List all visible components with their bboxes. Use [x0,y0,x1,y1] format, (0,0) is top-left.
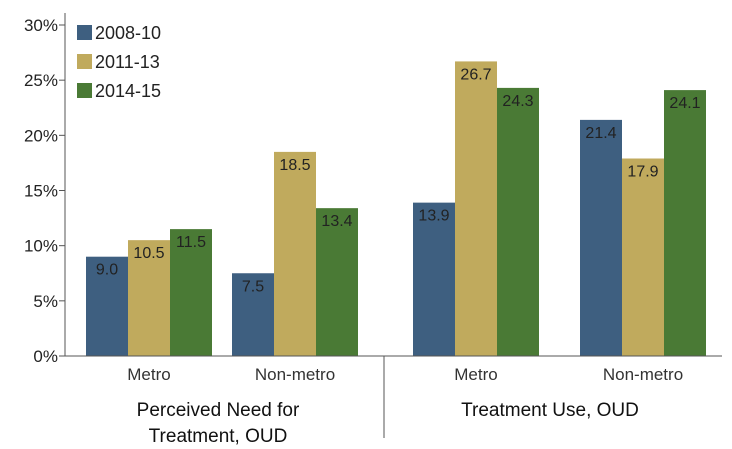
data-label: 21.4 [585,125,616,142]
legend-swatch [77,54,92,69]
data-label: 11.5 [176,234,206,251]
data-label: 17.9 [627,164,658,181]
legend-swatch [77,25,92,40]
bar [170,229,212,356]
bar [580,119,622,357]
x-tick-label: Non-metro [603,365,683,384]
data-label: 7.5 [242,278,264,295]
bar [664,90,706,356]
bar [497,87,539,356]
y-tick-label: 10% [24,237,58,256]
x-tick-label: Metro [127,365,170,384]
legend-swatch [77,83,92,98]
legend-label: 2014-15 [95,81,161,101]
y-tick-label: 15% [24,182,58,201]
y-tick-label: 5% [33,292,58,311]
y-tick-label: 20% [24,126,58,145]
bar [232,273,274,356]
data-label: 24.3 [502,93,533,110]
data-label: 18.5 [279,157,310,174]
legend-label: 2011-13 [95,52,160,72]
group-label: Treatment Use, OUD [461,400,639,421]
bar [622,158,664,356]
legend: 2008-10 2011-13 2014-15 [77,23,161,101]
bar [128,240,170,356]
bar [316,208,358,356]
y-tick-label: 0% [33,347,58,366]
x-tick-label: Metro [454,365,497,384]
y-axis: 0% 5% 10% 15% 20% 25% 30% [24,13,66,366]
data-label: 13.9 [418,208,449,225]
bars: 9.0 10.5 11.5 7.5 18.5 13.4 13.9 26.7 24.3 21.4 17… [86,61,706,357]
bar [413,202,455,356]
data-label: 13.4 [321,213,352,230]
data-label: 10.5 [133,245,164,262]
x-tick-label: Non-metro [255,365,335,384]
y-tick-label: 25% [24,71,58,90]
group-label: Perceived Need for Treatment, OUD [137,400,300,447]
bar [455,61,497,356]
bar [274,151,316,356]
data-label: 9.0 [96,262,118,279]
data-label: 24.1 [669,95,700,112]
data-label: 26.7 [460,66,491,83]
x-axis: Metro Non-metro Metro Non-metro Perceived Ne… [65,355,722,447]
y-tick-label: 30% [24,16,58,35]
legend-label: 2008-10 [95,23,161,43]
bar [86,256,128,356]
